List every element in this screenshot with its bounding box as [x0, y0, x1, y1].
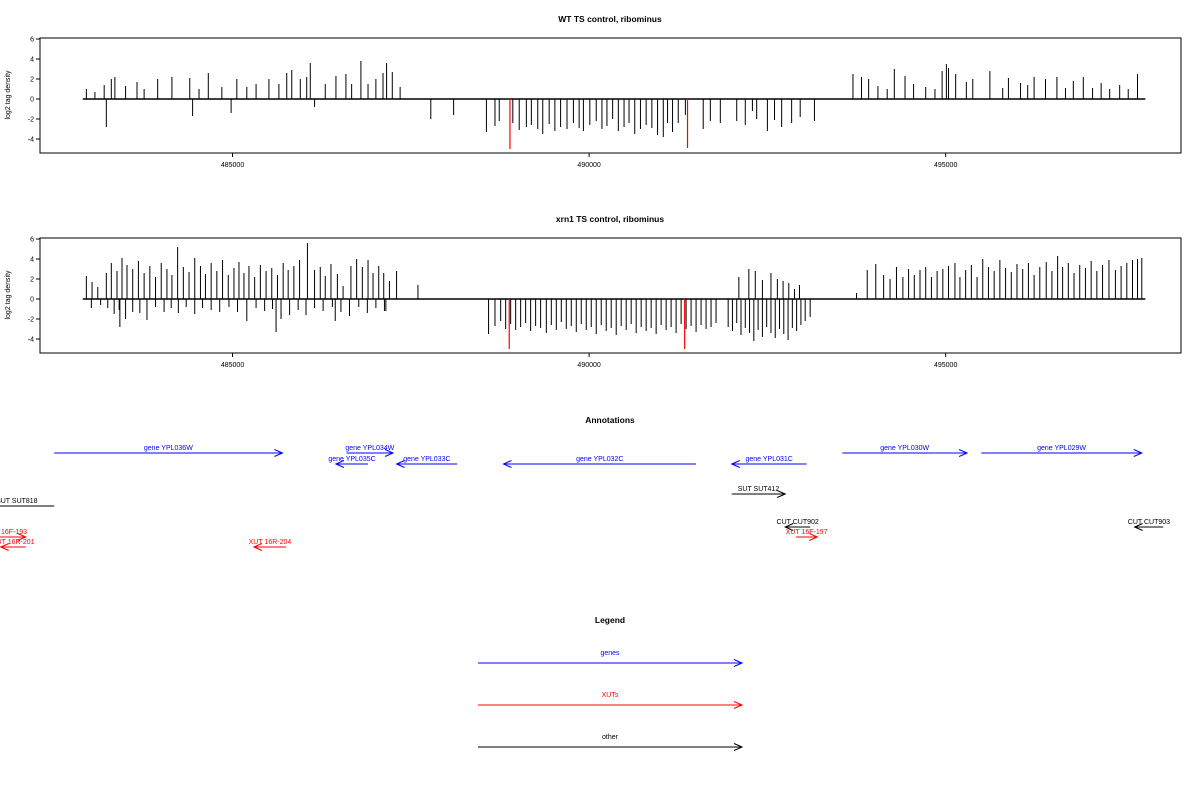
- feature-arrow: gene YPL030W: [842, 445, 969, 457]
- feature-arrow: gene YPL034W: [345, 445, 395, 457]
- x-tick-label: 495000: [934, 162, 957, 169]
- feature-label: XUT 16R-201: [0, 539, 35, 546]
- feature-arrow: XUT 16F-197: [786, 529, 828, 541]
- feature-arrow: SUT SUT818: [0, 498, 55, 507]
- feature-arrow: gene YPL031C: [730, 456, 807, 468]
- annotations-track: Annotations gene YPL036W gene YPL034Wgene…: [0, 415, 1170, 551]
- xrn1-density-panel: xrn1 TS control, ribominus log2 tag dens…: [5, 214, 1182, 369]
- x-axis: 485000 490000 495000: [221, 353, 957, 369]
- panel-title: xrn1 TS control, ribominus: [556, 214, 664, 224]
- feature-label: gene YPL034W: [345, 445, 394, 452]
- feature-label: SUT SUT818: [0, 498, 38, 505]
- feature-arrow: gene YPL029W: [981, 445, 1144, 457]
- y-axis: 6 4 2 0 -2 -4: [28, 37, 40, 144]
- y-tick-label: 2: [30, 277, 34, 284]
- y-tick-label: 2: [30, 77, 34, 84]
- y-tick-label: 0: [30, 297, 34, 304]
- feature-arrow: SUT SUT412: [731, 486, 787, 498]
- y-tick-label: 0: [30, 97, 34, 104]
- density-bars: [82, 61, 1146, 149]
- feature-label: CUT CUT902: [777, 519, 819, 526]
- plot-frame: [39, 237, 1182, 354]
- feature-arrows: gene YPL036W gene YPL034W gene YPL035C gene…: [0, 445, 1170, 551]
- feature-label: SUT SUT412: [738, 486, 780, 493]
- legend-label: other: [602, 734, 619, 741]
- feature-label: gene YPL035C: [328, 456, 375, 463]
- wt-density-panel: WT TS control, ribominus log2 tag densit…: [5, 14, 1182, 169]
- feature-arrow: gene YPL036W: [54, 445, 284, 457]
- y-axis-label: log2 tag density: [5, 270, 12, 320]
- legend-item: XUTs: [478, 692, 744, 709]
- y-tick-label: -2: [28, 317, 34, 324]
- feature-label: gene YPL036W: [144, 445, 193, 452]
- y-tick-label: -2: [28, 117, 34, 124]
- feature-label: gene YPL031C: [745, 456, 792, 463]
- y-tick-label: 6: [30, 37, 34, 44]
- x-tick-label: 490000: [577, 162, 600, 169]
- density-bars: [82, 243, 1146, 349]
- feature-label: gene YPL032C: [576, 456, 623, 463]
- feature-arrow: gene YPL032C: [502, 456, 697, 468]
- plot-frame: [39, 37, 1182, 154]
- x-tick-label: 485000: [221, 362, 244, 369]
- feature-label: gene YPL030W: [880, 445, 929, 452]
- y-tick-label: -4: [28, 137, 34, 144]
- feature-arrow: CUT CUT903: [1128, 519, 1170, 531]
- x-tick-label: 490000: [577, 362, 600, 369]
- legend-label: genes: [600, 650, 620, 657]
- legend-item: genes: [478, 650, 744, 667]
- y-axis: 6 4 2 0 -2 -4: [28, 237, 40, 344]
- legend: Legend genes XUTs other: [478, 615, 744, 751]
- feature-arrow: XUT 16R-204: [249, 539, 292, 551]
- feature-arrow: CUT CUT902: [777, 519, 819, 531]
- feature-label: gene YPL029W: [1037, 445, 1086, 452]
- feature-arrow: XUT 16F-193: [0, 529, 27, 541]
- y-tick-label: 4: [30, 257, 34, 264]
- legend-item: other: [478, 734, 744, 751]
- feature-label: gene YPL033C: [403, 456, 450, 463]
- y-axis-label: log2 tag density: [5, 70, 12, 120]
- legend-title: Legend: [595, 615, 625, 625]
- feature-label: XUT 16F-197: [786, 529, 828, 536]
- x-tick-label: 485000: [221, 162, 244, 169]
- annotations-title: Annotations: [585, 415, 635, 425]
- feature-label: XUT 16R-204: [249, 539, 292, 546]
- panel-title: WT TS control, ribominus: [558, 14, 662, 24]
- legend-items: genes XUTs other: [478, 650, 744, 751]
- legend-label: XUTs: [602, 692, 619, 699]
- x-tick-label: 495000: [934, 362, 957, 369]
- x-axis: 485000 490000 495000: [221, 153, 957, 169]
- y-tick-label: 6: [30, 237, 34, 244]
- feature-arrow: gene YPL035C: [328, 456, 376, 468]
- y-tick-label: 4: [30, 57, 34, 64]
- feature-label: CUT CUT903: [1128, 519, 1170, 526]
- feature-arrow: gene YPL033C: [395, 456, 458, 468]
- feature-arrow: XUT 16R-201: [0, 539, 35, 551]
- y-tick-label: -4: [28, 337, 34, 344]
- feature-label: XUT 16F-193: [0, 529, 27, 536]
